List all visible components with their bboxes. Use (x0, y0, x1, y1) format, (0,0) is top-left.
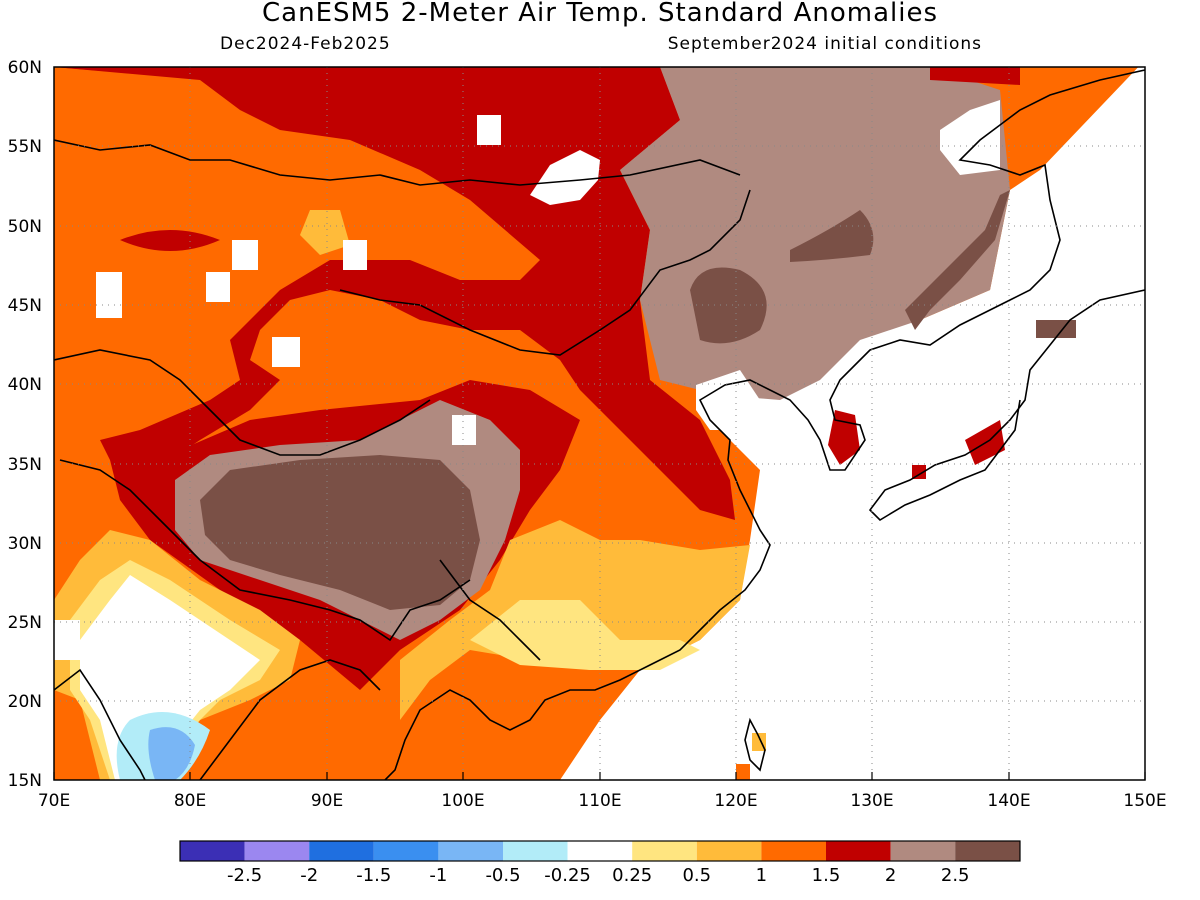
anomaly-region-1.5-2-north (54, 67, 680, 170)
anomaly-patch-hokkaido (1036, 320, 1076, 338)
colorbar-swatch (244, 841, 310, 861)
no-data-cell (232, 240, 258, 270)
colorbar-label: -2 (300, 865, 318, 886)
colorbar-frame (179, 840, 1021, 862)
anomaly-region-gt2.5-manchuria (790, 210, 874, 262)
lon-label: 80E (174, 791, 206, 811)
no-data-cell (206, 272, 230, 302)
colorbar-label: 2.5 (941, 865, 970, 886)
colorbar-swatch (826, 841, 891, 861)
colorbar-swatch (890, 841, 956, 861)
anomaly-patch-red (120, 230, 220, 251)
colorbar-swatch (955, 841, 1020, 861)
lat-label: 30N (8, 534, 42, 554)
lat-label: 25N (8, 613, 42, 633)
lat-label: 60N (8, 58, 42, 78)
colorbar-swatch (696, 841, 762, 861)
lon-axis: 70E 80E 90E 100E 110E 120E 130E 140E 150… (38, 791, 1167, 811)
axis-ticks (53, 772, 1146, 780)
no-data-cell (54, 620, 80, 660)
colorbar-label: 2 (885, 865, 896, 886)
anomaly-region-gt2.5-northeast (690, 267, 767, 344)
colorbar-swatch (761, 841, 826, 861)
lon-label: 90E (311, 791, 343, 811)
lat-label: 50N (8, 217, 42, 237)
lon-label: 110E (578, 791, 621, 811)
no-data-cell (343, 240, 367, 270)
lon-label: 130E (850, 791, 893, 811)
lon-label: 150E (1123, 791, 1166, 811)
colorbar-label: 1 (756, 865, 767, 886)
colorbar-swatch (180, 841, 245, 861)
anomaly-patch-japan-west (912, 465, 926, 479)
no-data-baikal (530, 150, 600, 205)
colorbar-swatch (503, 841, 568, 861)
forecast-period: Dec2024-Feb2025 (220, 34, 391, 54)
colorbar-label: 0.5 (682, 865, 711, 886)
southeast-asia-border (439, 559, 541, 661)
lat-label: 15N (8, 771, 42, 791)
no-data-cell (477, 115, 501, 145)
map-title: CanESM5 2-Meter Air Temp. Standard Anoma… (262, 0, 938, 28)
colorbar-label: -1 (429, 865, 447, 886)
colorbar-label: -0.25 (544, 865, 591, 886)
anomaly-region-gt2.5-coast (905, 190, 1010, 330)
no-data-cell (96, 272, 122, 318)
colorbar-swatch (438, 841, 503, 861)
colorbar-swatch (632, 841, 697, 861)
colorbar-label: 1.5 (812, 865, 841, 886)
lon-label: 140E (987, 791, 1030, 811)
lat-label: 35N (8, 455, 42, 475)
russia-border (54, 139, 741, 186)
himalaya-border (59, 459, 471, 642)
colorbar-label: -0.5 (485, 865, 520, 886)
lat-label: 20N (8, 692, 42, 712)
no-data-okhotsk (940, 100, 1000, 175)
colorbar-swatch (373, 841, 439, 861)
japan-coastline (868, 289, 1145, 522)
no-data-bohai (696, 370, 760, 430)
lat-label: 45N (8, 296, 42, 316)
taiwan-coastline (744, 717, 766, 772)
colorbar-label: -1.5 (356, 865, 391, 886)
bay-of-bengal-coast (199, 659, 381, 780)
lat-label: 55N (8, 137, 42, 157)
anomaly-region-gt2.5-tibet (200, 455, 480, 610)
india-coastline (54, 668, 146, 780)
lat-label: 40N (8, 375, 42, 395)
anomaly-patch-red-north (930, 67, 1020, 85)
colorbar-swatch (567, 841, 633, 861)
anomaly-field (54, 67, 1145, 780)
colorbar-label: -2.5 (227, 865, 262, 886)
initial-conditions: September2024 initial conditions (667, 34, 982, 54)
no-data-cell (272, 337, 300, 367)
no-data-cell (452, 415, 476, 445)
lon-label: 70E (38, 791, 70, 811)
central-asia-border (54, 349, 431, 456)
colorbar-swatch (309, 841, 374, 861)
lon-label: 120E (714, 791, 757, 811)
colorbar-label: 0.25 (612, 865, 652, 886)
east-asia-coastline (384, 69, 1145, 780)
anomaly-patch-yellow (300, 210, 350, 255)
lat-axis: 60N 55N 50N 45N 40N 35N 30N 25N 20N 15N (8, 58, 42, 791)
gridlines (54, 67, 1145, 780)
anomaly-region-0.25-0.5-south (470, 600, 700, 670)
lon-label: 100E (441, 791, 484, 811)
colorbar: -2.5 -2 -1.5 -1 -0.5 -0.25 0.25 0.5 1 1.… (179, 840, 1021, 886)
anomaly-patch-taiwan-south (736, 764, 750, 780)
anomaly-region-negative (148, 727, 195, 780)
